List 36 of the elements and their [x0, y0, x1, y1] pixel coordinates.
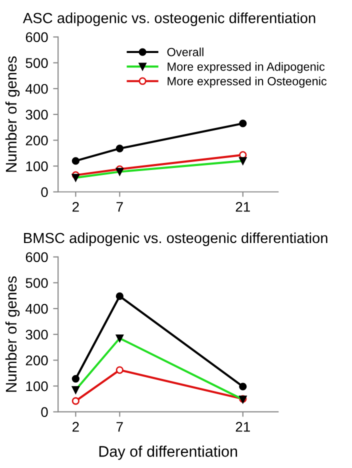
point [72, 397, 80, 405]
x-tick-label: 2 [72, 202, 79, 212]
y-tick-label: 200 [26, 136, 48, 146]
x-tick-label: 7 [116, 422, 123, 432]
y-tick-label: 500 [26, 58, 48, 68]
y-tick-label: 300 [26, 330, 48, 340]
point [239, 382, 247, 390]
x-tick-label: 21 [236, 422, 250, 432]
x-tick-label: 21 [236, 202, 250, 212]
x-tick-label: 7 [116, 202, 123, 212]
legend-label: Overall [167, 48, 204, 56]
y-tick-label: 200 [26, 356, 48, 366]
y-tick-label: 400 [26, 84, 48, 94]
y-tick-label: 600 [26, 252, 48, 262]
point [72, 374, 80, 383]
point [116, 144, 124, 152]
point [116, 366, 124, 374]
legend-label: More expressed in Osteogenic [168, 76, 327, 88]
point [239, 120, 247, 128]
y-tick-label: 0 [41, 187, 48, 198]
y-tick-label: 500 [26, 278, 48, 288]
y-axis-title: Number of genes [5, 56, 20, 172]
y-tick-label: 400 [26, 304, 48, 314]
legend-label: More expressed in Adipogenic [168, 62, 325, 74]
y-tick-label: 300 [26, 110, 48, 120]
y-tick-label: 100 [26, 161, 48, 172]
y-tick-label: 600 [26, 32, 48, 42]
y-tick-label: 100 [26, 381, 48, 392]
x-axis-title: Day of differentiation [99, 446, 238, 460]
point [116, 292, 124, 300]
chart-title: BMSC adipogenic vs. osteogenic differentiation [24, 232, 328, 246]
x-tick-label: 2 [72, 422, 79, 432]
y-axis-title: Number of genes [5, 276, 20, 392]
point [72, 157, 80, 165]
chart-title: ASC adipogenic vs. osteogenic differentiation [22, 12, 316, 26]
y-tick-label: 0 [41, 407, 48, 418]
